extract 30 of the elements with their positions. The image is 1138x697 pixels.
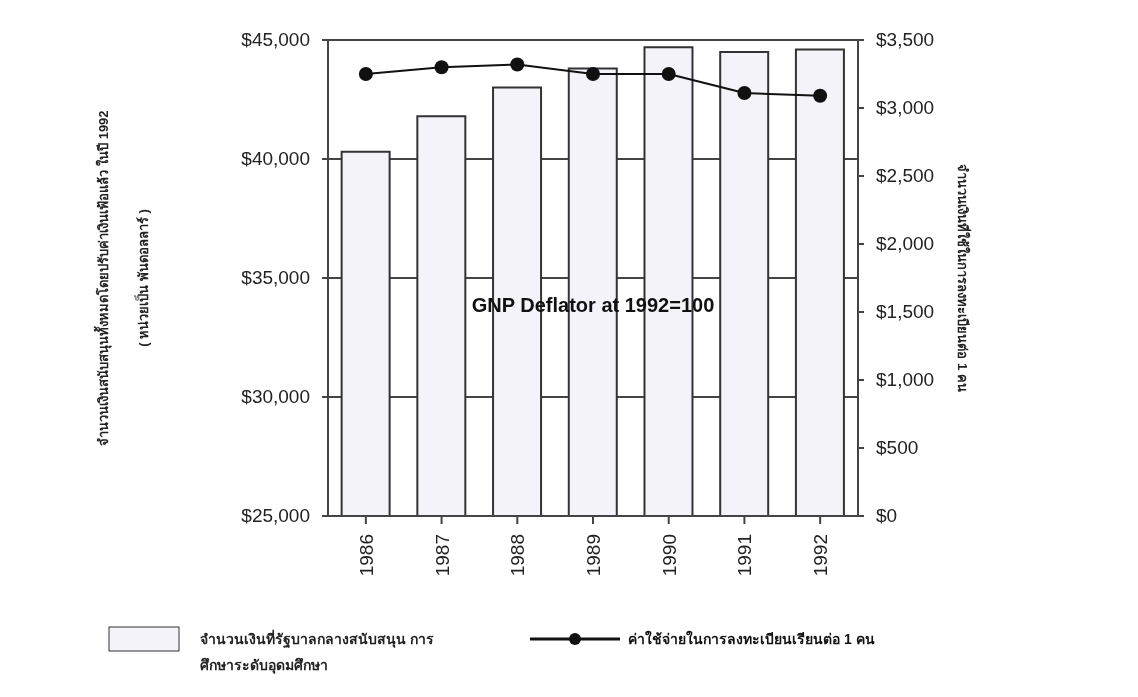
y2-tick-label: $0 (876, 505, 898, 526)
x-tick-label: 1991 (734, 534, 756, 577)
x-tick-label: 1988 (507, 534, 529, 577)
point (434, 60, 449, 75)
y-tick-label: $35,000 (241, 267, 310, 288)
x-tick-label: 1992 (810, 534, 832, 577)
point (358, 67, 373, 81)
x-tick-label: 1989 (583, 534, 604, 577)
y2-tick-label: $3,500 (876, 29, 935, 50)
x-tick-label: 1987 (431, 534, 453, 577)
point (661, 67, 676, 81)
y-tick-label: $45,000 (241, 29, 310, 50)
y2-tick-label: $1,000 (876, 369, 935, 390)
y2-tick-label: $2,500 (876, 165, 935, 186)
y-tick-label: $25,000 (241, 505, 310, 526)
point (813, 88, 828, 103)
y2-tick-label: $500 (876, 437, 919, 458)
point (737, 86, 752, 101)
legend-label: จำนวนเงินที่รัฐบาลกลางสนับสนุน การศึกษาระดับอุดมศึกษา (200, 628, 435, 676)
y2-tick-label: $1,500 (876, 301, 935, 322)
y-tick-label: $30,000 (241, 386, 310, 407)
y2-tick-label: $2,000 (876, 233, 935, 254)
text: ค่าใช้จ่ายในการลงทะเบียนเรียนต่อ 1 คน (628, 629, 876, 649)
y2-axis-title: จำนวนเงินที่ใช้ในการลงทะเบียนต่อ 1 คน (955, 164, 972, 392)
x-tick-label: 1986 (355, 534, 377, 577)
y-tick-label: $40,000 (241, 148, 310, 169)
point (586, 67, 600, 81)
y2-tick-label: $3,000 (876, 97, 935, 118)
x-tick-label: 1990 (658, 534, 680, 577)
point (510, 57, 525, 72)
